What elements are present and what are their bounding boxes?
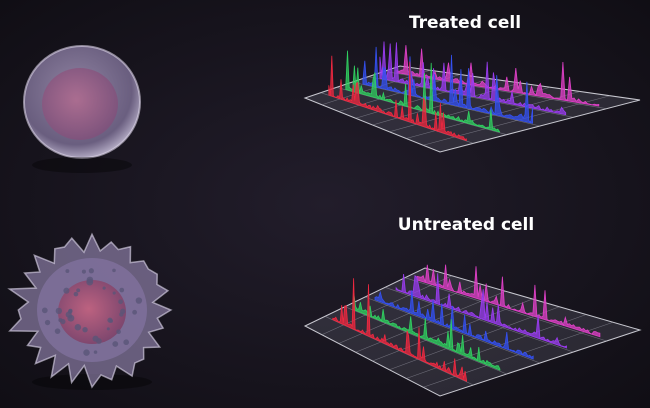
spectrum-row [328, 55, 467, 142]
granule [73, 291, 79, 297]
untreated-label: Untreated cell [398, 215, 534, 235]
treated-spectrum [303, 41, 641, 153]
granule [120, 308, 126, 315]
granule [74, 323, 82, 331]
plane-grid [364, 296, 541, 364]
granule [102, 286, 106, 290]
granule [83, 349, 90, 356]
granule [41, 307, 48, 314]
untreated-spectrum [303, 264, 642, 397]
granule [93, 350, 98, 354]
spectrum-row [379, 41, 567, 116]
spectrum-row [353, 293, 501, 371]
spectrum-row [416, 264, 601, 338]
granule [135, 297, 143, 304]
plane-grid [368, 76, 574, 118]
granule [60, 319, 66, 325]
plane-grid [384, 287, 574, 353]
granule [132, 309, 138, 315]
granule [118, 299, 123, 305]
granule [116, 329, 121, 335]
granule [63, 287, 70, 294]
granule [109, 319, 114, 323]
spectrum-row [374, 290, 534, 360]
granule [67, 309, 73, 314]
spectrum-row [362, 46, 533, 124]
untreated-cell [7, 232, 173, 390]
granule [82, 326, 88, 333]
granule [76, 288, 81, 293]
granule [123, 339, 130, 346]
granule [112, 291, 116, 295]
plane-grid [344, 306, 507, 375]
granule [119, 287, 125, 293]
treated-label: Treated cell [409, 13, 521, 33]
treated-cell [23, 45, 141, 173]
granule [112, 268, 116, 273]
granule [88, 268, 94, 274]
spectrum-row [345, 50, 500, 133]
plane-grid [352, 81, 541, 127]
granule [65, 269, 70, 273]
granule [55, 307, 63, 315]
granule [44, 319, 51, 326]
spectrum-row [332, 278, 467, 382]
granule [106, 327, 110, 331]
granule [54, 328, 61, 334]
spectrum-row [395, 273, 567, 349]
granule [112, 341, 119, 347]
granule [92, 335, 99, 342]
granule [81, 269, 86, 274]
granule [86, 276, 94, 284]
